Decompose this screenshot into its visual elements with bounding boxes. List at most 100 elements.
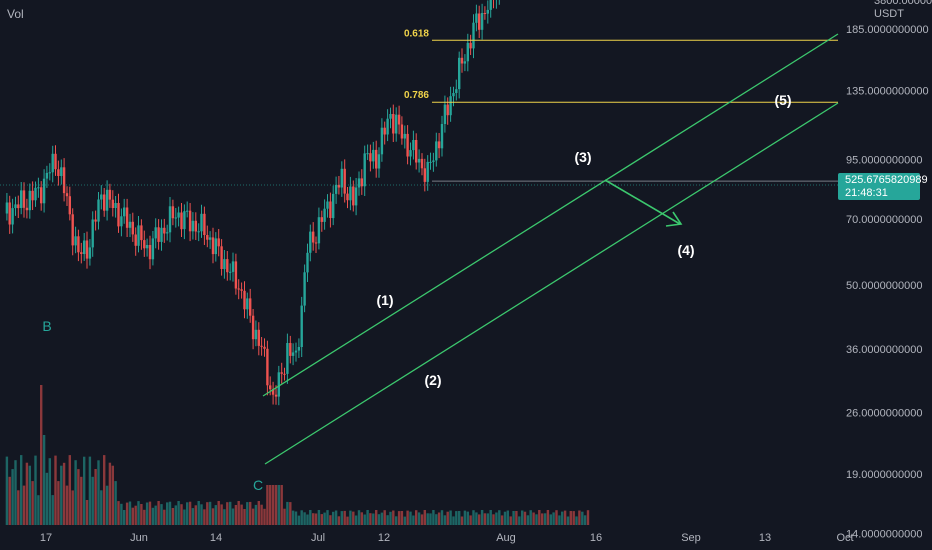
volume-bar [226, 502, 229, 525]
channel-upper-line [262, 33, 839, 397]
volume-bar [111, 465, 114, 525]
currency-label: USDT [874, 8, 904, 20]
volume-bar [349, 510, 352, 525]
candle [60, 159, 63, 185]
volume-bar [538, 510, 541, 525]
candle [249, 288, 252, 323]
candle [329, 192, 332, 228]
price-axis[interactable]: 3800.0000000000USDT2600.00000000001800.0… [846, 0, 932, 541]
candle [426, 155, 429, 191]
candle [183, 204, 186, 240]
drawings[interactable] [0, 33, 839, 465]
candle [108, 183, 112, 208]
candle [40, 181, 43, 211]
volume-bar [211, 508, 215, 525]
volume-bar [329, 515, 332, 525]
candle [188, 203, 192, 242]
candle [111, 190, 114, 217]
candle [83, 233, 86, 261]
candle [314, 236, 318, 253]
candle [375, 140, 378, 178]
volume-bar [500, 515, 504, 525]
candle [5, 193, 9, 221]
candle [395, 107, 398, 142]
candle [97, 192, 100, 230]
candle [11, 198, 14, 234]
candle [297, 338, 301, 358]
volume-bar [483, 513, 487, 525]
last-price-badge: 525.6765820989 21:48:31 [838, 173, 928, 200]
candle [186, 201, 189, 218]
candle [85, 231, 89, 269]
candle [77, 229, 80, 262]
candle [105, 180, 109, 221]
volume-bar [51, 495, 54, 525]
candle [134, 227, 137, 256]
candle [263, 338, 266, 357]
volume-bar [435, 514, 438, 525]
candle [366, 144, 369, 160]
volume-bar [372, 513, 375, 525]
volume-bar [40, 385, 43, 525]
candle [406, 125, 409, 165]
volume-bar [458, 511, 461, 525]
candle [392, 104, 395, 142]
candle [446, 97, 449, 125]
volume-bar [74, 460, 77, 525]
candle [372, 141, 375, 169]
volume-bar [469, 515, 472, 525]
volume-bar [569, 511, 572, 525]
volume-bar [260, 504, 263, 525]
candle [266, 340, 269, 396]
volume-bar [366, 510, 369, 525]
candle [386, 109, 389, 142]
countdown-timer: 21:48:31 [845, 187, 888, 199]
volume-bar [68, 455, 71, 525]
candle [498, 0, 500, 5]
volume-bar [380, 512, 384, 525]
volume-bar [412, 515, 415, 525]
volume-bar [174, 505, 177, 525]
candle [320, 210, 323, 232]
candle [103, 188, 106, 217]
price-tick-label: 26.0000000000 [846, 408, 922, 420]
candle [340, 161, 343, 197]
candle [237, 279, 240, 300]
volume-bar [455, 511, 458, 525]
volume-bar [168, 501, 172, 525]
candle [166, 224, 169, 241]
volume-bar [541, 513, 544, 525]
time-axis[interactable]: 17 Jun 14 Jul 12 Aug 16 Sep 13 Oct [40, 532, 854, 544]
volume-bar [48, 458, 51, 525]
volume-bar [312, 513, 315, 525]
candle [326, 194, 329, 218]
price-tick-label: 185.0000000000 [846, 24, 929, 36]
volume-bar [555, 510, 558, 525]
volume-bar [83, 456, 86, 525]
volume-bar [535, 514, 538, 525]
volume-bar [337, 516, 341, 525]
volume-bar [183, 509, 186, 525]
candle [117, 193, 120, 233]
volume-bar [237, 501, 240, 525]
candle [128, 213, 132, 237]
candle [42, 169, 46, 213]
candle [80, 242, 83, 264]
candle [68, 186, 71, 221]
candle [71, 208, 74, 256]
candle [17, 195, 20, 218]
candle [283, 367, 286, 381]
candle [34, 181, 37, 207]
volume-indicator-label[interactable]: Vol [7, 7, 24, 21]
volume-bar [446, 511, 449, 525]
candle [460, 48, 464, 73]
volume-bar [17, 490, 20, 525]
volume-bar [572, 511, 575, 525]
wave-4-arrow [604, 179, 681, 225]
volume-bar [14, 460, 17, 525]
volume-bar [343, 510, 346, 525]
candle [337, 176, 341, 195]
